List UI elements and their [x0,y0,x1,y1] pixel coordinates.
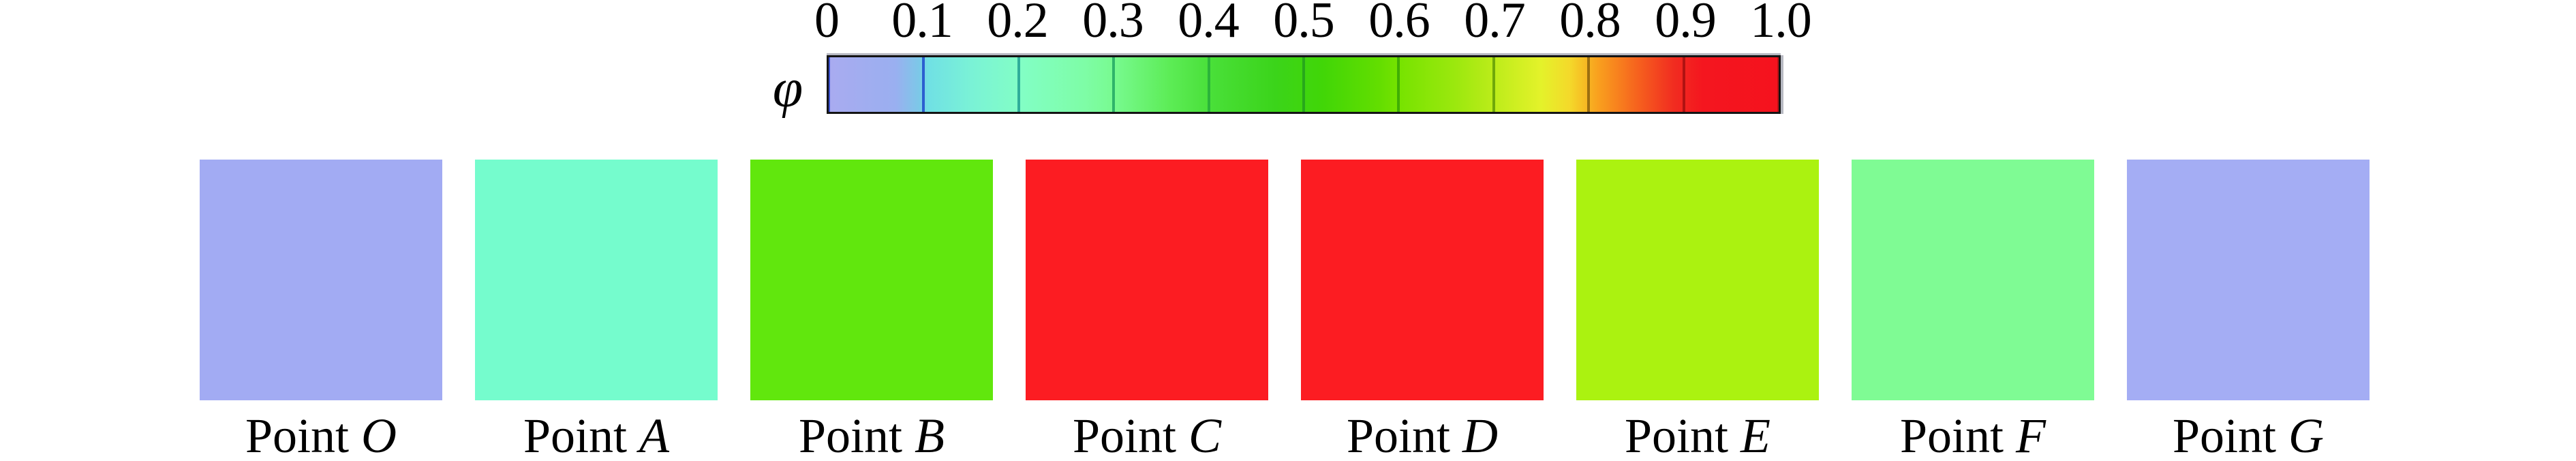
sample-point-o: Point O [200,160,442,460]
colorbar-divider [1302,57,1305,112]
color-patch-o [200,160,442,400]
patch-label-prefix: Point [798,408,915,461]
patch-label-prefix: Point [1072,408,1189,461]
colorbar-divider [1207,57,1210,112]
patch-label-c: Point C [1073,411,1221,460]
color-patch-e [1576,160,1819,400]
samples-row: Point O Point A Point B Point C Point D … [0,160,2576,460]
colorbar-tick-label: 0.5 [1273,0,1334,48]
patch-label-letter: C [1189,408,1222,461]
colorbar-divider [922,57,925,112]
colorbar-divider [829,57,830,112]
colorbar-tick-label: 0.2 [987,0,1048,48]
colorbar-tick-label: 0.1 [891,0,953,48]
colorbar-tick-label: 0 [814,0,840,48]
patch-label-d: Point D [1347,411,1498,460]
phi-symbol-label: φ [772,59,803,119]
colorbar-group: 0 0.1 0.2 0.3 0.4 0.5 0.6 0.7 0.8 0.9 1.… [773,0,1812,116]
patch-label-g: Point G [2173,411,2324,460]
colorbar-divider [1112,57,1116,112]
color-patch-d [1301,160,1544,400]
patch-label-letter: A [639,408,670,461]
colorbar-divider [1492,57,1495,112]
color-patch-g [2127,160,2370,400]
colorbar-divider [1682,57,1685,112]
sample-point-d: Point D [1301,160,1544,460]
colorbar [827,55,1781,114]
patch-label-prefix: Point [523,408,640,461]
patch-label-prefix: Point [1346,408,1463,461]
color-patch-f [1852,160,2094,400]
sample-point-f: Point F [1852,160,2094,460]
colorbar-divider [1587,57,1591,112]
color-patch-a [475,160,718,400]
colorbar-divider [1017,57,1020,112]
colorbar-tick-label: 0.3 [1082,0,1144,48]
colorbar-divider [1777,57,1779,112]
sample-point-e: Point E [1576,160,1819,460]
patch-label-letter: F [2016,408,2046,461]
colorbar-tick-label: 1.0 [1750,0,1811,48]
colorbar-tick-label: 0.7 [1464,0,1525,48]
colorbar-tick-label: 0.9 [1655,0,1716,48]
patch-label-letter: E [1741,408,1771,461]
patch-label-prefix: Point [1624,408,1741,461]
color-patch-b [750,160,993,400]
colorbar-tick-label: 0.6 [1368,0,1430,48]
patch-label-e: Point E [1625,411,1770,460]
color-patch-c [1026,160,1268,400]
patch-label-o: Point O [245,411,397,460]
colorbar-tick-label: 0.8 [1559,0,1621,48]
sample-point-g: Point G [2127,160,2370,460]
patch-label-letter: D [1462,408,1499,461]
patch-label-prefix: Point [2172,408,2289,461]
patch-label-letter: O [361,408,397,461]
patch-label-b: Point B [799,411,945,460]
patch-label-letter: B [915,408,945,461]
colorbar-tick-label: 0.4 [1178,0,1239,48]
patch-label-a: Point A [523,411,669,460]
colorbar-divider [1397,57,1400,112]
sample-point-c: Point C [1026,160,1268,460]
patch-label-prefix: Point [1899,408,2017,461]
sample-point-a: Point A [475,160,718,460]
sample-point-b: Point B [750,160,993,460]
patch-label-f: Point F [1900,411,2046,460]
patch-label-letter: G [2288,408,2325,461]
colorbar-tick-row: 0 0.1 0.2 0.3 0.4 0.5 0.6 0.7 0.8 0.9 1.… [814,0,1812,48]
patch-label-prefix: Point [245,408,362,461]
